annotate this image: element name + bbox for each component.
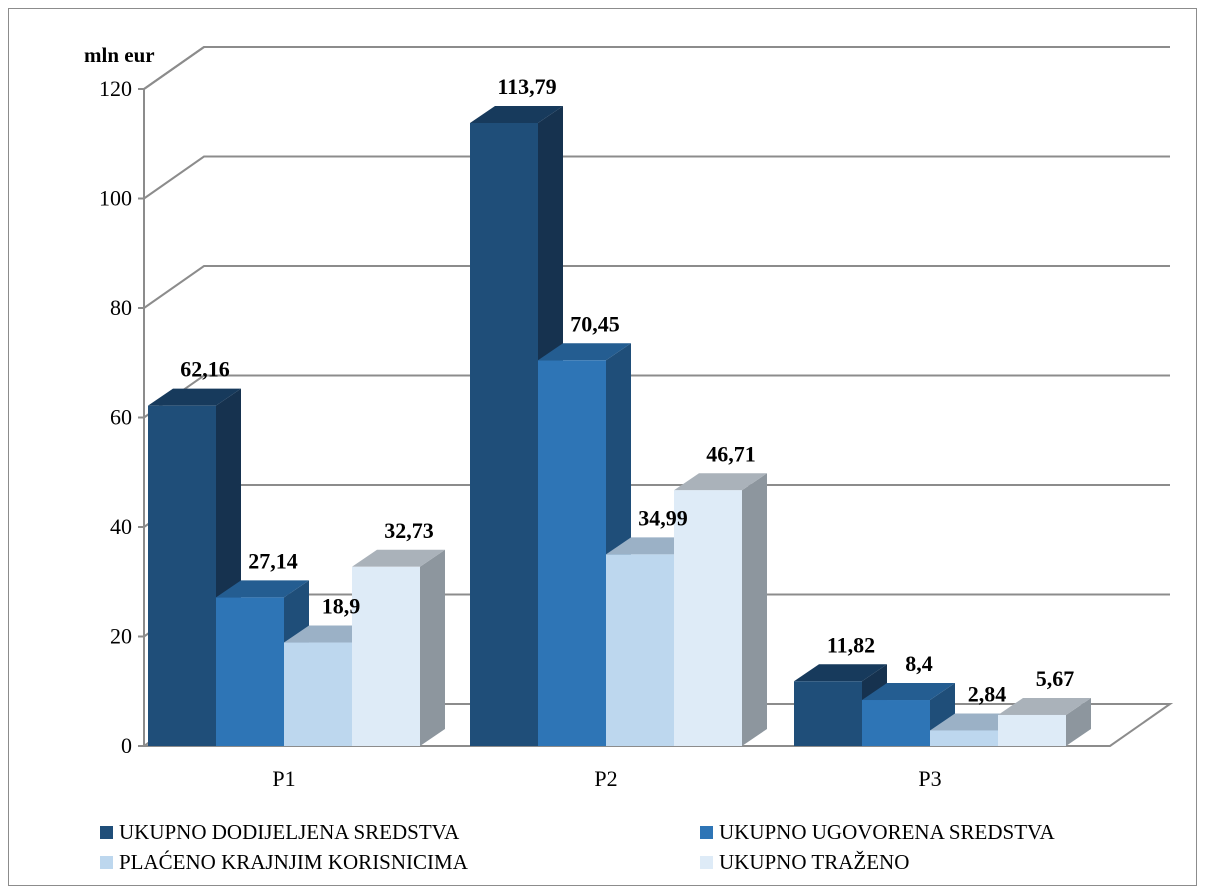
- data-label: 113,79: [497, 74, 556, 99]
- legend-swatch: [100, 856, 113, 869]
- bar-front: [998, 714, 1066, 746]
- y-axis-ticks: 0 20 40 60 80 100 120: [99, 76, 132, 758]
- data-label: 62,16: [180, 357, 230, 382]
- bar-front: [794, 681, 862, 746]
- y-axis-unit-label: mln eur: [84, 43, 155, 67]
- bar-front: [284, 642, 352, 746]
- bar-front: [930, 730, 998, 746]
- bar-top: [674, 473, 767, 491]
- bar-front: [538, 360, 606, 746]
- data-label: 34,99: [638, 505, 688, 530]
- data-label: 18,9: [322, 594, 361, 619]
- bar-front: [862, 700, 930, 746]
- y-tick-label: 100: [99, 186, 132, 211]
- data-label: 27,14: [248, 548, 298, 573]
- gridline: [143, 46, 1170, 90]
- y-tick-label: 0: [121, 733, 132, 758]
- bar-front: [148, 405, 216, 746]
- gridline: [143, 374, 1170, 419]
- bar-top: [538, 343, 631, 361]
- legend-item: PLAĆENO KRAJNJIM KORISNICIMA: [100, 850, 468, 875]
- data-label: 5,67: [1036, 666, 1075, 691]
- legend-swatch: [700, 826, 713, 839]
- data-label: 32,73: [384, 518, 434, 543]
- bar-front: [216, 597, 284, 746]
- y-tick-label: 80: [110, 295, 132, 320]
- legend-label: UKUPNO TRAŽENO: [719, 850, 910, 874]
- bar-front: [674, 490, 742, 746]
- bar-side: [742, 473, 767, 746]
- bars-layer: [148, 105, 1091, 746]
- bar-top: [352, 549, 445, 567]
- legend-item: UKUPNO UGOVORENA SREDSTVA: [700, 820, 1055, 845]
- x-category-label: P3: [918, 766, 941, 791]
- legend-label: PLAĆENO KRAJNJIM KORISNICIMA: [119, 850, 468, 874]
- legend-item: UKUPNO TRAŽENO: [700, 850, 909, 875]
- bar-top: [862, 683, 955, 701]
- legend-swatch: [700, 856, 713, 869]
- data-label: 46,71: [706, 441, 756, 466]
- x-category-label: P2: [594, 766, 617, 791]
- legend-swatch: [100, 826, 113, 839]
- gridline: [143, 155, 1170, 200]
- data-label: 2,84: [968, 681, 1007, 706]
- legend-item: UKUPNO DODIJELJENA SREDSTVA: [100, 820, 459, 845]
- gridline: [143, 265, 1170, 309]
- data-labels-layer: 62,16 27,14 18,9 32,73 113,79 70,45 34,99 46,71…: [180, 74, 1074, 706]
- bar: [148, 388, 241, 746]
- data-label: 8,4: [905, 651, 933, 676]
- bar-front: [606, 554, 674, 746]
- bar-top: [998, 697, 1091, 715]
- y-tick-label: 20: [110, 624, 132, 649]
- bar: [674, 473, 767, 746]
- y-tick-label: 120: [99, 76, 132, 101]
- bar-top: [216, 580, 309, 598]
- bar-front: [352, 566, 420, 746]
- bar-side: [420, 549, 445, 746]
- bar: [352, 549, 445, 746]
- y-tick-label: 40: [110, 514, 132, 539]
- bar: [998, 697, 1091, 746]
- legend-label: UKUPNO UGOVORENA SREDSTVA: [719, 820, 1055, 844]
- bar-top: [148, 388, 241, 406]
- x-category-label: P1: [272, 766, 295, 791]
- bar-side: [1066, 697, 1091, 746]
- bar-front: [470, 122, 538, 746]
- y-tick-label: 60: [110, 405, 132, 430]
- bar-top: [794, 664, 887, 682]
- legend-label: UKUPNO DODIJELJENA SREDSTVA: [119, 820, 460, 844]
- data-label: 70,45: [570, 311, 620, 336]
- x-axis-categories: P1 P2 P3: [272, 766, 941, 791]
- bar-top: [470, 105, 563, 123]
- data-label: 11,82: [827, 632, 875, 657]
